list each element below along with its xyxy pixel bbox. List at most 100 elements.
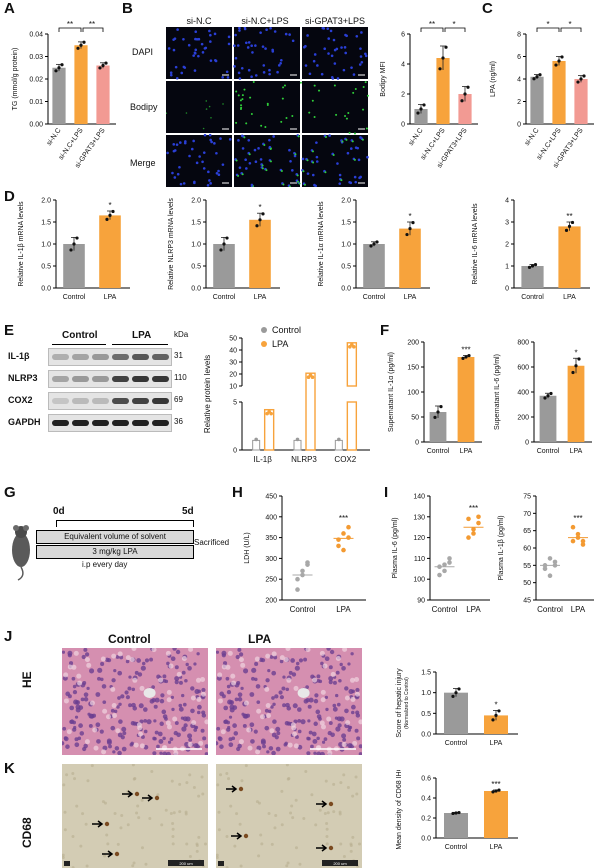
chart-e-protein: 0 5 10 20 30 40 50 Relative protein levels IL-1β…	[203, 325, 370, 464]
nucleus	[154, 730, 159, 735]
cell-texture	[314, 823, 318, 827]
nucleus	[216, 726, 221, 731]
cell-texture	[298, 862, 302, 866]
nucleus-dot	[173, 37, 177, 40]
y-axis-title: Plasma IL-1β (pg/ml)	[498, 515, 505, 580]
nucleus-dot	[179, 182, 183, 186]
nucleus	[172, 648, 177, 651]
nucleus	[237, 648, 242, 652]
nucleus	[184, 678, 188, 683]
y-tick-label: 450	[265, 494, 277, 501]
data-point	[538, 73, 542, 77]
cell-texture	[63, 828, 67, 832]
nucleus	[274, 694, 279, 699]
cell-texture	[73, 777, 77, 781]
nucleus	[89, 668, 95, 674]
bar-lpa	[263, 408, 275, 451]
nucleus	[335, 726, 341, 732]
nucleus-dot	[327, 37, 331, 40]
wb-band	[92, 354, 109, 360]
y-tick-label: 0	[401, 122, 405, 129]
cell-texture	[354, 775, 358, 779]
nucleus-dot	[173, 176, 177, 179]
nucleus	[314, 693, 319, 698]
nucleus-dot	[195, 37, 199, 41]
wb-band-label: COX2	[8, 395, 33, 405]
nucleus-dot	[175, 76, 179, 80]
sinusoid	[320, 697, 326, 703]
nucleus	[337, 723, 342, 728]
data-point	[582, 74, 586, 78]
microscopy-tile	[166, 81, 232, 133]
cell-texture	[192, 786, 196, 790]
nucleus	[223, 661, 228, 666]
nucleus	[271, 696, 275, 700]
data-point	[441, 56, 445, 60]
nucleus-dot	[308, 72, 312, 76]
nucleus	[102, 700, 107, 705]
nucleus	[116, 705, 120, 709]
y-tick-label: 0.00	[29, 122, 43, 129]
x-tick-label: LPA	[254, 294, 267, 301]
y-tick-label: 250	[265, 577, 277, 584]
data-point	[576, 80, 580, 84]
y-axis-title: LPA (ng/ml)	[490, 61, 497, 97]
lipid-dot	[205, 108, 208, 110]
schema-start-day: 0d	[53, 506, 65, 517]
data-point	[554, 63, 558, 67]
data-point	[60, 63, 64, 67]
data-point	[438, 67, 442, 71]
lipid-dot	[364, 81, 367, 84]
nucleus-dot	[262, 64, 266, 67]
cell-texture	[135, 811, 139, 815]
nucleus-dot	[204, 46, 208, 50]
cell-texture	[235, 812, 239, 816]
nucleus	[228, 715, 233, 719]
data-point	[346, 524, 351, 530]
nucleus	[221, 694, 226, 699]
cell-texture	[171, 842, 175, 846]
panel-label-c: C	[482, 0, 493, 17]
data-point	[580, 542, 586, 547]
bar	[567, 365, 585, 442]
nucleus	[233, 731, 239, 736]
nucleus-dot	[315, 155, 319, 159]
arrow-icon	[316, 844, 328, 852]
cell-texture	[238, 822, 242, 826]
nucleus-dot	[313, 53, 317, 56]
data-point	[527, 265, 532, 269]
nucleus-dot	[233, 65, 236, 68]
bar	[552, 61, 566, 124]
nucleus-dot	[219, 137, 222, 140]
nucleus-dot	[358, 63, 362, 66]
arrow-icon	[92, 820, 104, 828]
wb-band	[132, 420, 149, 426]
nucleus	[160, 693, 165, 698]
sig-marker: **	[67, 20, 73, 29]
bar	[96, 65, 110, 124]
cell-texture	[274, 814, 278, 818]
wb-band	[92, 376, 109, 382]
nucleus	[355, 687, 360, 693]
nucleus-dot	[234, 56, 238, 60]
nucleus-dot	[280, 58, 283, 62]
data-point	[577, 357, 581, 361]
cell-texture	[260, 842, 264, 846]
wb-band-label: GAPDH	[8, 417, 41, 427]
sinusoid	[137, 725, 143, 731]
nucleus-dot	[188, 154, 191, 158]
sinusoid	[63, 698, 69, 704]
lipid-dot	[294, 153, 297, 156]
sinusoid	[227, 650, 233, 656]
nucleus	[308, 730, 313, 735]
cell-texture	[103, 854, 107, 858]
data-point	[369, 244, 373, 248]
cell-texture	[225, 771, 229, 775]
data-point	[574, 364, 578, 368]
data-point	[254, 437, 258, 442]
wb-group-control: Control	[62, 330, 98, 341]
data-point	[416, 111, 420, 115]
nucleus	[316, 674, 321, 679]
nucleus-dot	[338, 173, 342, 177]
